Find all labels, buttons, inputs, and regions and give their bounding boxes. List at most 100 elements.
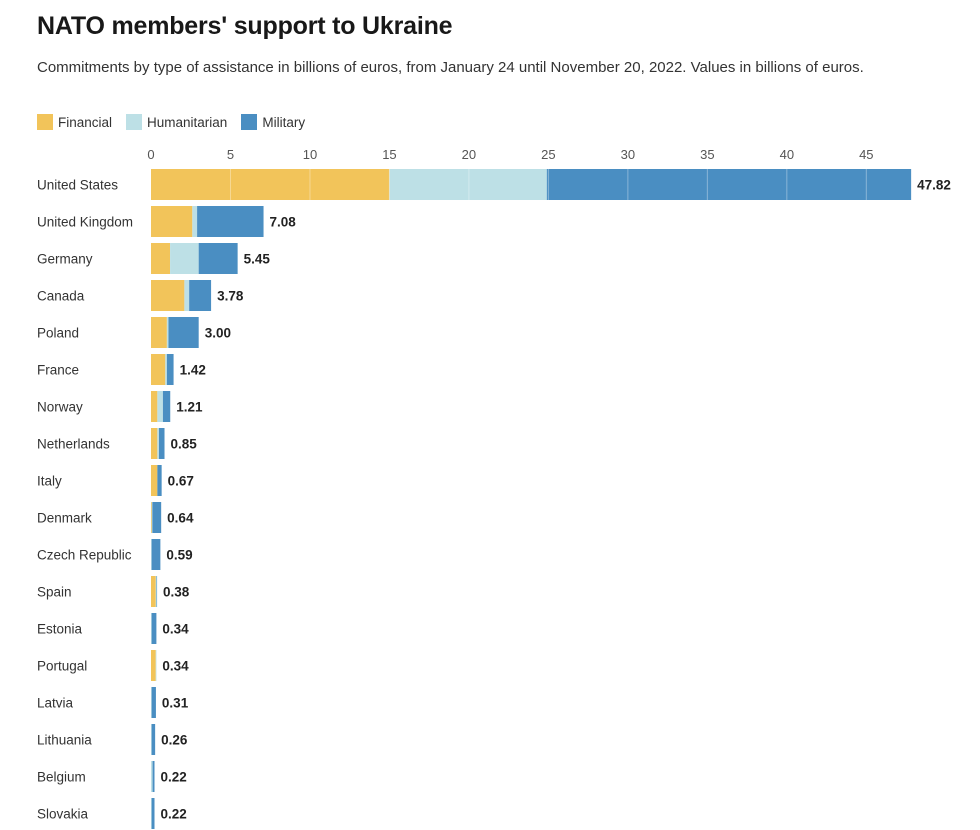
bar-segment-military-united-states	[546, 169, 912, 200]
category-label-czech-republic: Czech Republic	[37, 548, 132, 563]
category-label-estonia: Estonia	[37, 622, 83, 637]
category-label-france: France	[37, 363, 79, 378]
bar-segment-financial-canada	[151, 280, 185, 311]
bar-segment-military-denmark	[152, 502, 162, 533]
bar-segment-military-netherlands	[158, 428, 165, 459]
bar-segment-financial-united-kingdom	[151, 206, 193, 237]
x-tick-label: 10	[303, 147, 317, 162]
bar-segment-military-belgium	[152, 761, 155, 792]
chart-title: NATO members' support to Ukraine	[37, 12, 453, 40]
value-label-united-kingdom: 7.08	[270, 215, 297, 230]
category-label-united-states: United States	[37, 178, 118, 193]
x-tick-label: 35	[700, 147, 714, 162]
x-tick-label: 30	[621, 147, 635, 162]
legend-item-financial: Financial	[37, 114, 112, 130]
bar-segment-military-czech-republic	[151, 539, 161, 570]
category-label-lithuania: Lithuania	[37, 733, 92, 748]
bar-segment-financial-france	[151, 354, 166, 385]
category-label-denmark: Denmark	[37, 511, 92, 526]
bar-segment-humanitarian-denmark	[151, 502, 153, 533]
bar-segment-financial-united-states	[151, 169, 390, 200]
category-label-canada: Canada	[37, 289, 85, 304]
bar-segment-military-estonia	[151, 613, 157, 644]
bar-segment-financial-denmark	[151, 502, 152, 533]
value-label-france: 1.42	[180, 363, 206, 378]
bar-segment-humanitarian-france	[165, 354, 167, 385]
value-label-portugal: 0.34	[162, 659, 189, 674]
category-label-spain: Spain	[37, 585, 72, 600]
legend-swatch-military	[241, 114, 258, 130]
legend-label-financial: Financial	[58, 114, 113, 130]
category-label-united-kingdom: United Kingdom	[37, 215, 133, 230]
bar-segment-humanitarian-united-states	[389, 169, 547, 200]
bar-segment-military-italy	[157, 465, 162, 496]
value-label-belgium: 0.22	[160, 770, 186, 785]
bar-segment-humanitarian-germany	[170, 243, 199, 274]
bar-segment-humanitarian-spain	[155, 576, 157, 607]
category-label-slovakia: Slovakia	[37, 807, 89, 822]
bar-segment-military-canada	[189, 280, 212, 311]
bar-segment-financial-poland	[151, 317, 167, 348]
legend-swatch-humanitarian	[126, 114, 143, 130]
stacked-bar-chart: 0 5 10 15 20 25 30 35 40 45 United States 47.82 Unit…	[37, 147, 951, 829]
bar-segment-military-spain	[156, 576, 158, 607]
value-label-lithuania: 0.26	[161, 733, 188, 748]
bar-segment-humanitarian-norway	[157, 391, 163, 422]
bar-segment-military-poland	[168, 317, 199, 348]
x-tick-label: 40	[780, 147, 794, 162]
bar-segment-financial-italy	[151, 465, 158, 496]
x-tick-label: 45	[859, 147, 873, 162]
x-tick-label: 5	[227, 147, 234, 162]
value-label-czech-republic: 0.59	[166, 548, 192, 563]
legend-swatch-financial	[37, 114, 53, 130]
legend-label-humanitarian: Humanitarian	[147, 114, 228, 130]
bar-segment-military-latvia	[151, 687, 156, 718]
category-label-germany: Germany	[37, 252, 93, 267]
category-label-portugal: Portugal	[37, 659, 87, 674]
x-tick-label: 15	[382, 147, 396, 162]
value-label-poland: 3.00	[205, 326, 231, 341]
bar-segment-humanitarian-latvia	[151, 687, 152, 718]
value-label-norway: 1.21	[176, 400, 203, 415]
value-label-denmark: 0.64	[167, 511, 194, 526]
value-label-netherlands: 0.85	[171, 437, 198, 452]
x-tick-label: 20	[462, 147, 476, 162]
category-label-poland: Poland	[37, 326, 79, 341]
value-label-italy: 0.67	[168, 474, 194, 489]
bar-segment-humanitarian-belgium	[151, 761, 153, 792]
category-label-italy: Italy	[37, 474, 62, 489]
x-tick-label: 0	[147, 147, 154, 162]
legend-item-military: Military	[241, 114, 305, 130]
value-label-germany: 5.45	[244, 252, 271, 267]
value-label-spain: 0.38	[163, 585, 190, 600]
bar-segment-humanitarian-poland	[166, 317, 169, 348]
bar-segment-humanitarian-czech-republic	[151, 539, 152, 570]
value-label-slovakia: 0.22	[160, 807, 186, 822]
bar-segment-humanitarian-canada	[184, 280, 190, 311]
value-label-estonia: 0.34	[162, 622, 189, 637]
category-label-belgium: Belgium	[37, 770, 86, 785]
bar-segment-financial-spain	[151, 576, 156, 607]
bar-segment-humanitarian-lithuania	[151, 724, 152, 755]
bar-segment-financial-portugal	[151, 650, 156, 681]
legend-item-humanitarian: Humanitarian	[126, 114, 227, 130]
chart-subtitle: Commitments by type of assistance in bil…	[37, 59, 864, 76]
legend-label-military: Military	[262, 114, 306, 130]
bar-segment-humanitarian-estonia	[151, 613, 152, 644]
bar-segment-financial-norway	[151, 391, 158, 422]
bar-segment-military-slovakia	[151, 798, 155, 829]
bar-segment-humanitarian-portugal	[155, 650, 157, 681]
bar-segment-military-lithuania	[151, 724, 156, 755]
bar-segment-financial-netherlands	[151, 428, 158, 459]
bar-segment-military-germany	[198, 243, 238, 274]
value-label-united-states: 47.82	[917, 178, 951, 193]
x-tick-label: 25	[541, 147, 555, 162]
bar-segment-military-france	[166, 354, 174, 385]
bar-segment-financial-germany	[151, 243, 171, 274]
bar-segment-military-united-kingdom	[197, 206, 264, 237]
bar-segment-humanitarian-netherlands	[157, 428, 159, 459]
category-label-norway: Norway	[37, 400, 83, 415]
bar-segment-humanitarian-united-kingdom	[192, 206, 198, 237]
value-label-latvia: 0.31	[162, 696, 189, 711]
category-label-netherlands: Netherlands	[37, 437, 110, 452]
